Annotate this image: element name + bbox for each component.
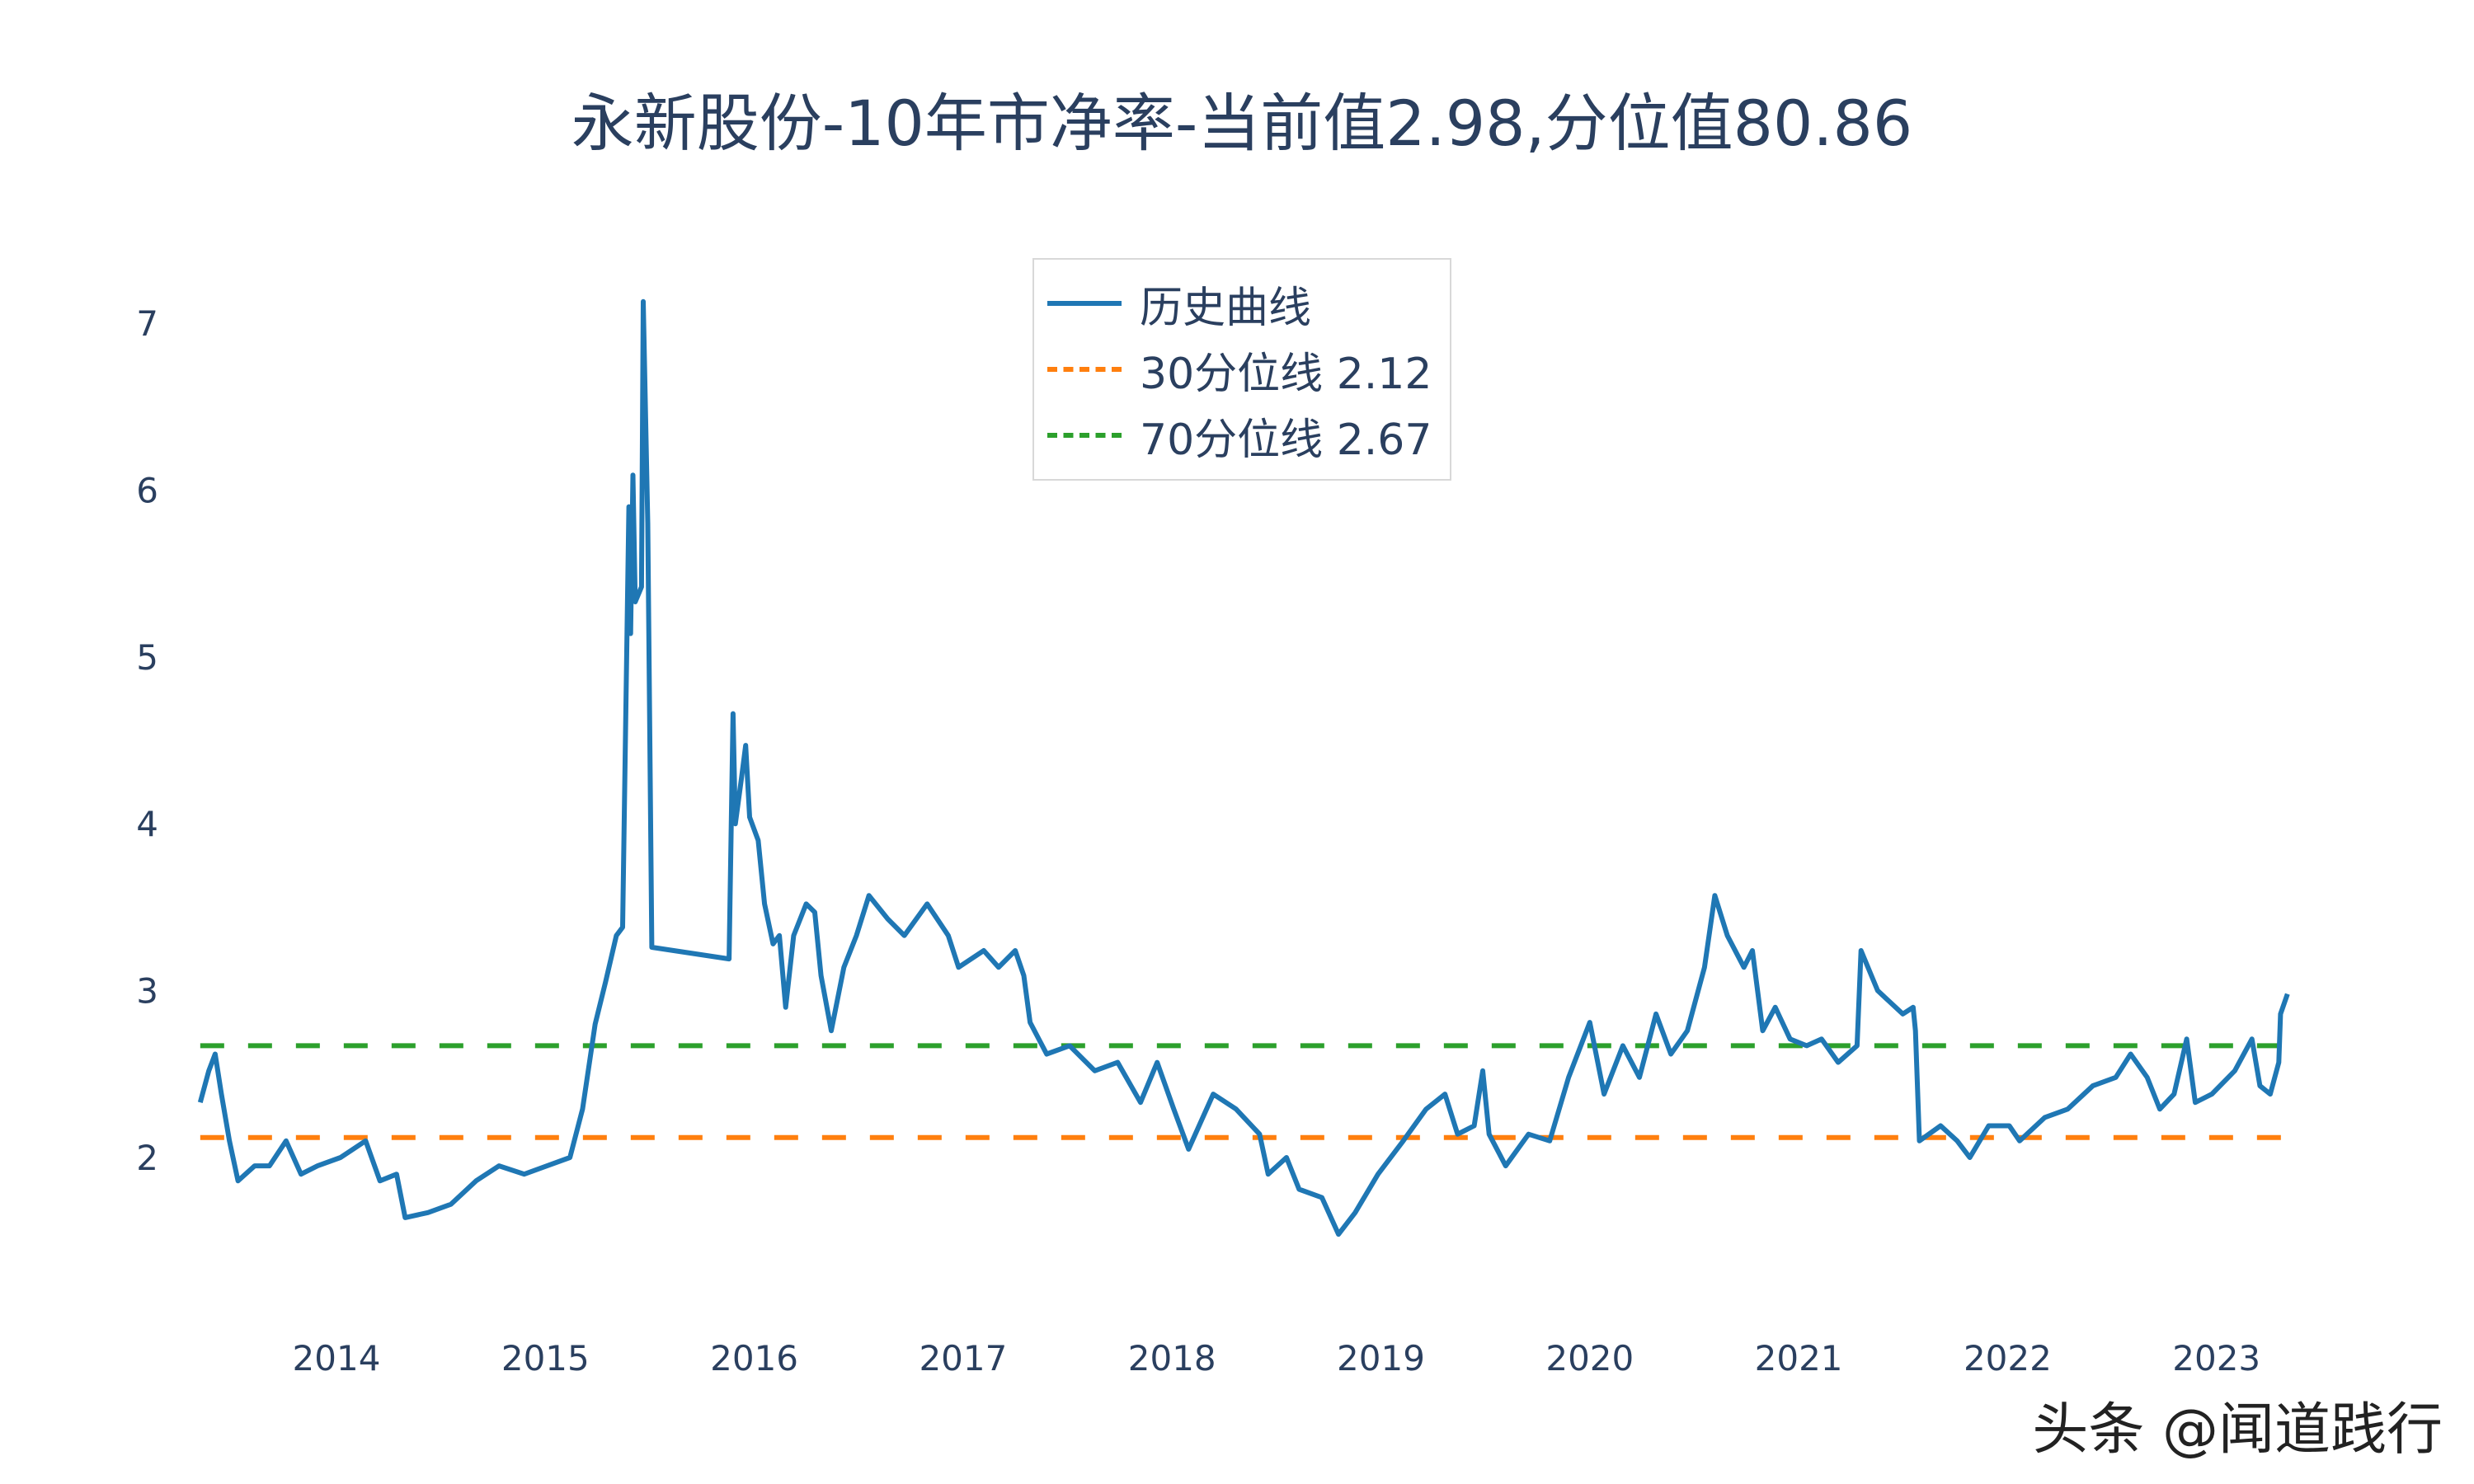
x-tick-label: 2016 [710,1338,798,1378]
history-line [197,298,2290,1237]
x-axis: 2014 2015 2016 2017 2018 2019 2020 2021 2022 2023 [293,1338,2261,1378]
x-tick-label: 2019 [1337,1338,1425,1378]
legend-item-p70[interactable]: 70分位线 2.67 [1034,406,1432,465]
x-tick-label: 2020 [1545,1338,1634,1378]
legend-swatch-dash-green [1047,433,1122,438]
y-tick-label: 3 [136,971,158,1012]
x-tick-label: 2023 [2172,1338,2260,1378]
x-tick-label: 2014 [293,1338,381,1378]
legend-label: 历史曲线 [1140,283,1312,333]
x-tick-label: 2018 [1128,1338,1216,1378]
legend-swatch-dash-orange [1047,367,1122,372]
y-tick-label: 4 [136,804,158,844]
chart-title: 永新股份-10年市净率-当前值2.98,分位值80.86 [571,87,1913,160]
legend-item-p30[interactable]: 30分位线 2.12 [1034,340,1432,399]
plot-area [197,298,2290,1237]
y-tick-label: 5 [136,637,158,678]
x-tick-label: 2017 [919,1338,1007,1378]
legend: 历史曲线 30分位线 2.12 70分位线 2.67 [1032,258,1451,481]
y-tick-label: 2 [136,1138,158,1178]
x-tick-label: 2022 [1964,1338,2052,1378]
x-tick-label: 2021 [1755,1338,1843,1378]
legend-label: 30分位线 2.12 [1140,349,1432,399]
y-axis: 2 3 4 5 6 7 [136,303,158,1178]
y-tick-label: 6 [136,470,158,510]
watermark: 头条 @闻道践行 [2032,1397,2443,1463]
legend-label: 70分位线 2.67 [1140,415,1432,465]
legend-item-history[interactable]: 历史曲线 [1034,275,1312,333]
x-tick-label: 2015 [501,1338,590,1378]
legend-swatch-solid [1047,301,1122,306]
y-tick-label: 7 [136,303,158,344]
